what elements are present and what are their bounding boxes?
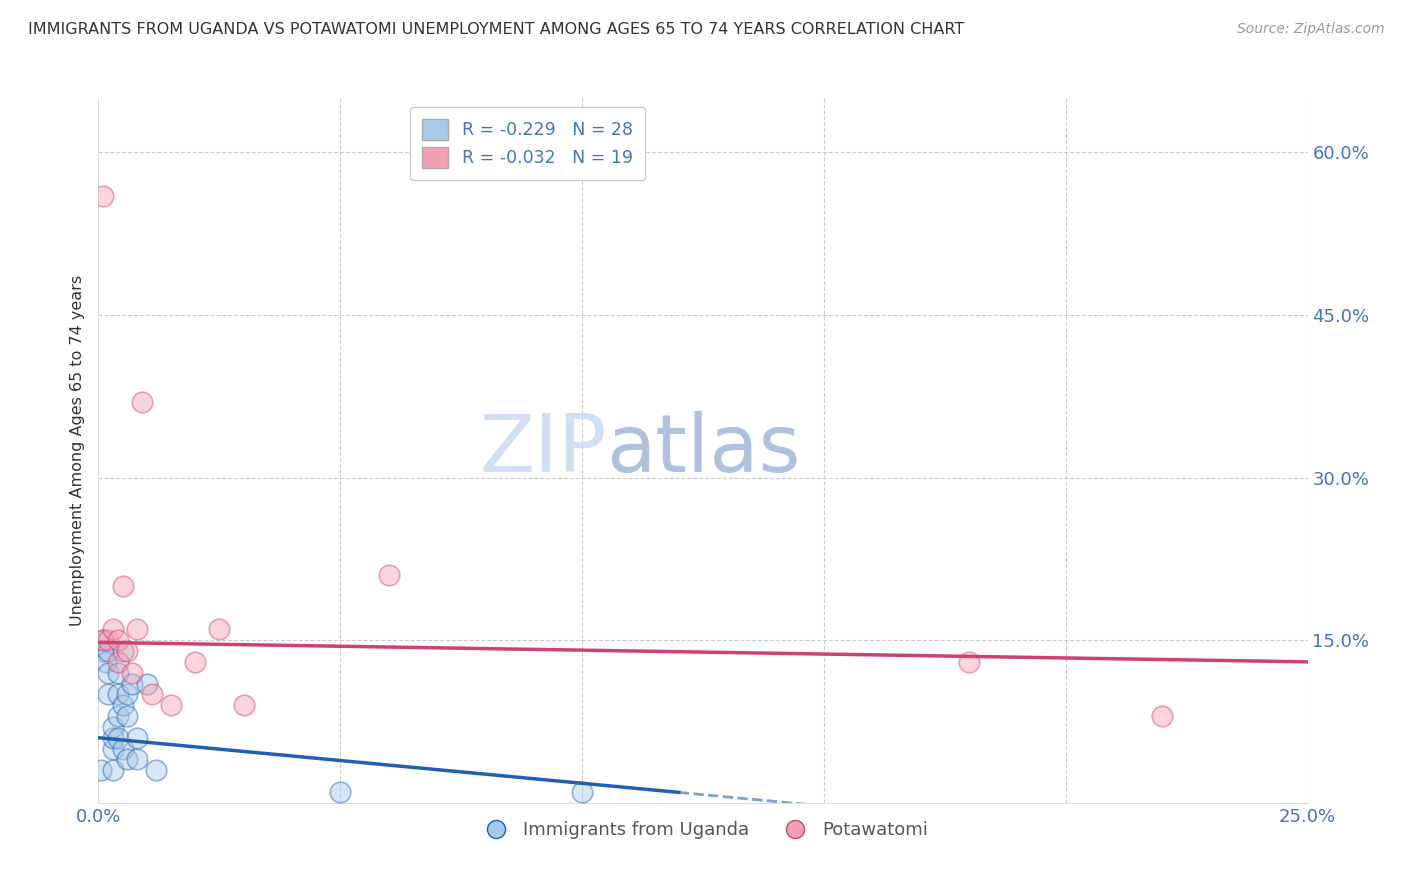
Point [91,633,114,648]
Point [101,731,124,745]
Text: Source: ZipAtlas.com: Source: ZipAtlas.com [1237,22,1385,37]
Point [232,698,254,713]
Point [117,687,139,701]
Point [121,676,143,690]
Point [117,644,139,658]
Point [111,741,134,756]
Point [97,687,120,701]
Point [131,394,153,409]
Point [111,698,134,713]
Text: atlas: atlas [606,411,800,490]
Point [90,764,112,778]
Point [377,568,399,582]
Point [184,655,207,669]
Point [127,752,149,766]
Point [107,731,129,745]
Point [145,764,167,778]
Text: ZIP: ZIP [479,411,606,490]
Point [117,709,139,723]
Point [121,665,143,680]
Y-axis label: Unemployment Among Ages 65 to 74 years: Unemployment Among Ages 65 to 74 years [69,275,84,626]
Point [101,720,124,734]
Point [111,644,134,658]
Point [571,785,593,799]
Point [127,731,149,745]
Point [111,579,134,593]
Point [208,623,231,637]
Point [135,676,157,690]
Point [107,687,129,701]
Point [117,752,139,766]
Point [107,709,129,723]
Point [957,655,980,669]
Point [101,623,124,637]
Point [97,665,120,680]
Point [107,655,129,669]
Point [107,665,129,680]
Point [160,698,183,713]
Point [97,644,120,658]
Point [1152,709,1174,723]
Point [141,687,163,701]
Point [91,188,114,202]
Point [97,633,120,648]
Point [91,644,114,658]
Point [329,785,352,799]
Point [107,633,129,648]
Point [101,741,124,756]
Point [101,764,124,778]
Point [94,655,117,669]
Legend: Immigrants from Uganda, Potawatomi: Immigrants from Uganda, Potawatomi [471,814,935,847]
Text: IMMIGRANTS FROM UGANDA VS POTAWATOMI UNEMPLOYMENT AMONG AGES 65 TO 74 YEARS CORR: IMMIGRANTS FROM UGANDA VS POTAWATOMI UNE… [28,22,965,37]
Point [127,623,149,637]
Point [91,633,114,648]
